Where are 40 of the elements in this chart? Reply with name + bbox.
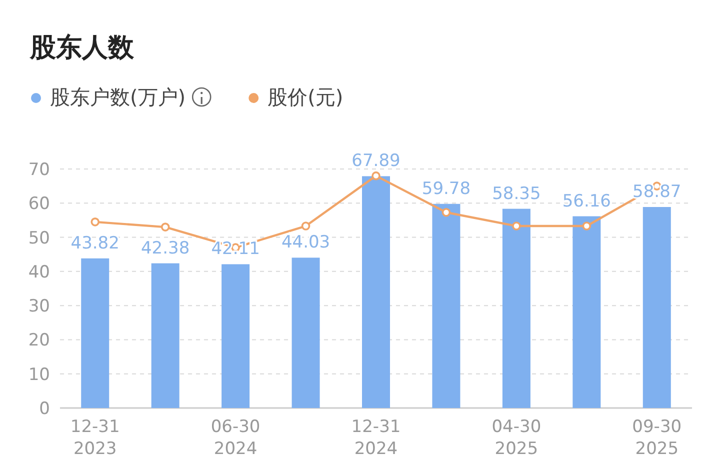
bar	[292, 258, 320, 408]
bar	[642, 207, 671, 408]
data-label: 42.11	[211, 239, 260, 260]
data-label: 44.03	[281, 232, 330, 253]
x-tick-label: 12-31 2024	[351, 417, 401, 459]
data-label: 43.82	[70, 233, 120, 254]
x-tick-label: 09-30 2025	[632, 417, 682, 459]
bar	[502, 208, 530, 408]
chart-title: 股东人数	[29, 33, 135, 63]
point	[301, 222, 310, 230]
bar	[572, 216, 601, 408]
bar	[222, 264, 250, 408]
x-tick-label: 04-30 2025	[492, 417, 542, 459]
bar	[81, 258, 110, 408]
bar	[151, 263, 180, 408]
y-tick-label: 60	[28, 194, 50, 214]
data-label: 42.38	[140, 238, 190, 258]
data-label: 58.35	[492, 184, 541, 204]
data-label: 56.16	[562, 191, 612, 212]
y-tick-label: 40	[28, 262, 50, 282]
y-tick-label: 50	[28, 228, 50, 248]
data-label: 67.89	[352, 151, 400, 172]
y-tick-label: 20	[28, 330, 50, 351]
legend-label: 股东户数(万户)	[50, 85, 186, 109]
y-tick-label: 0	[39, 399, 50, 419]
y-tick-label: 30	[28, 296, 50, 317]
point	[372, 171, 380, 180]
point	[582, 222, 592, 230]
data-label: 59.78	[422, 178, 471, 199]
point	[160, 222, 170, 232]
point	[90, 218, 100, 226]
y-tick-label: 10	[28, 364, 50, 385]
bar	[362, 176, 390, 408]
y-tick-label: 70	[28, 160, 50, 180]
bar	[432, 204, 460, 408]
legend-label: 股价(元)	[268, 85, 344, 109]
x-tick-label: 06-30 2024	[210, 417, 260, 459]
point	[512, 222, 521, 230]
x-tick-label: 12-31 2023	[70, 417, 120, 459]
point	[442, 208, 451, 217]
